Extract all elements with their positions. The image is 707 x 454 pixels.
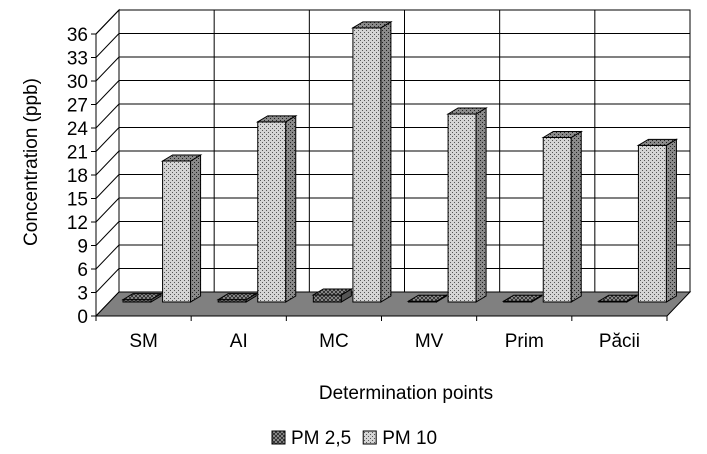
gridline-side: [95, 80, 120, 105]
bar-pm25-top: [121, 293, 163, 301]
y-tick-label: 24: [67, 119, 89, 140]
gridline-side: [95, 197, 120, 223]
gridline-side: [95, 9, 120, 35]
bar-pm10: [160, 154, 203, 303]
bar-pm25: [501, 294, 544, 303]
category-label: MV: [415, 331, 444, 352]
bar-pm25: [121, 292, 163, 303]
bar-pm10-front: [447, 113, 477, 303]
bar-pm10: [351, 20, 393, 303]
bar-pm25-top: [501, 294, 544, 302]
y-tick-label: 12: [67, 213, 88, 234]
y-tick-label: 36: [67, 25, 88, 46]
bar-pm10-top: [541, 131, 584, 138]
gridline-side: [95, 174, 120, 199]
bar-pm25: [311, 288, 354, 303]
bar-pm10-side: [285, 114, 297, 303]
y-tick-label: 30: [67, 72, 88, 93]
bar-pm25-top: [311, 288, 354, 296]
bar-pm10-top: [160, 154, 203, 162]
legend-swatch: [362, 430, 377, 445]
bar-pm10-front: [637, 144, 667, 303]
bar-pm25: [597, 294, 639, 303]
category-label: MC: [319, 331, 349, 352]
bar-pm10-front: [162, 160, 192, 303]
bar-pm25-top: [216, 293, 258, 301]
bar-pm10: [541, 130, 584, 303]
bar-pm10-top: [446, 107, 488, 115]
gridline-side: [95, 127, 120, 152]
gridline-side: [95, 56, 120, 82]
category-label: AI: [230, 331, 248, 352]
bar-pm10-top: [351, 21, 393, 29]
bar-pm25: [216, 292, 258, 303]
gridline-side: [95, 268, 120, 293]
x-axis-label: Determination points: [319, 383, 493, 404]
category-label: Prim: [505, 331, 544, 352]
gridline-side: [95, 244, 120, 270]
gridline-side: [95, 150, 120, 176]
legend-entry: PM 10: [382, 428, 437, 449]
bar-pm10-side: [665, 138, 677, 303]
y-tick-label: 0: [77, 307, 88, 328]
bar-pm25: [406, 294, 449, 303]
category-label: SM: [129, 331, 158, 352]
bar-pm10-top: [636, 138, 679, 146]
bar-pm10: [255, 114, 298, 303]
y-tick-label: 6: [77, 260, 88, 281]
y-tick-label: 33: [67, 49, 88, 70]
y-tick-label: 9: [77, 237, 88, 258]
bar-pm10-front: [257, 121, 287, 303]
legend-entry: PM 2,5: [291, 428, 351, 449]
y-tick-label: 15: [67, 190, 88, 211]
gridline-side: [95, 221, 120, 246]
bar-pm10-front: [352, 27, 382, 303]
gridline-side: [95, 103, 120, 129]
bar-pm10-side: [570, 130, 582, 303]
bar-pm10-side: [380, 20, 392, 303]
legend: PM 2,5 PM 10: [271, 428, 437, 449]
y-tick-label: 3: [77, 284, 88, 305]
bars: [121, 20, 679, 303]
y-tick-label: 27: [67, 96, 88, 117]
grid-lines: [95, 9, 690, 293]
y-tick-label: 18: [67, 166, 88, 187]
category-label: Păcii: [599, 331, 640, 352]
y-tick-label: 21: [67, 143, 88, 164]
gridline-side: [95, 33, 120, 58]
bar-pm10-side: [475, 107, 487, 303]
legend-swatch: [271, 430, 286, 445]
bar-pm10-top: [255, 115, 298, 123]
bar-pm10-front: [542, 137, 572, 303]
bar-pm25-top: [406, 294, 449, 302]
bar-pm10: [446, 107, 488, 303]
bar-pm10-side: [190, 154, 202, 303]
bar-pm25-front: [312, 294, 342, 303]
y-axis-label: Concentration (ppb): [21, 78, 42, 246]
x-axis-categories: SM AI MC MV Prim Păcii: [129, 331, 640, 352]
bar-pm10: [636, 138, 679, 303]
bar-pm25-top: [597, 294, 639, 302]
